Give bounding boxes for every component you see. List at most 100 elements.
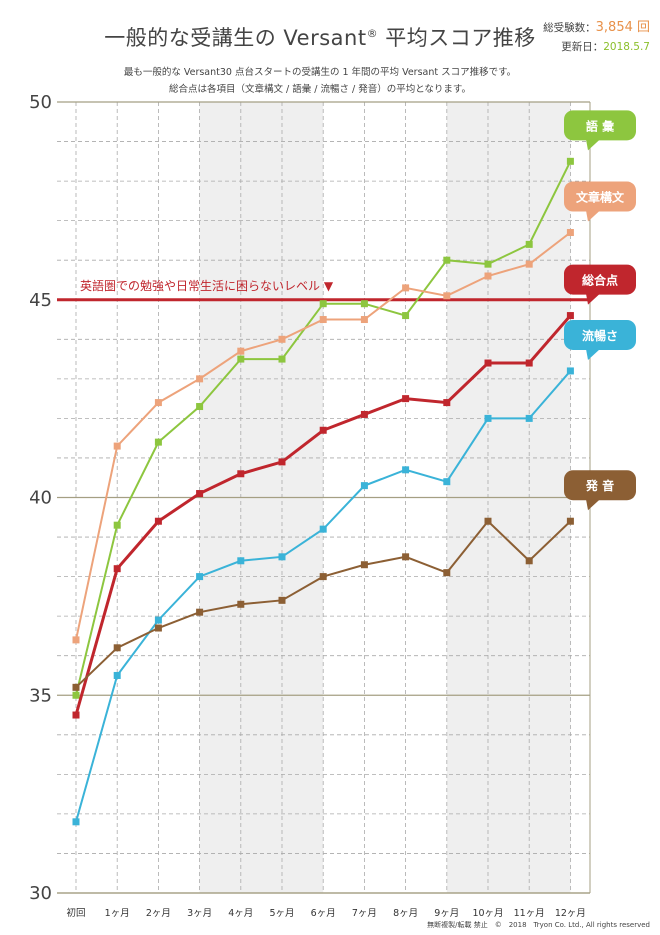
data-point [319, 573, 327, 581]
x-tick-label: 初回 [66, 907, 85, 919]
y-tick-label: 50 [29, 92, 52, 113]
data-point [525, 240, 533, 248]
data-point [237, 600, 245, 608]
data-point [154, 517, 162, 525]
data-point [72, 691, 80, 699]
data-point [72, 711, 80, 719]
data-point [196, 375, 204, 383]
data-point [484, 260, 492, 268]
x-tick-label: 5ヶ月 [269, 908, 294, 919]
legend-badge: 流暢さ [564, 319, 636, 360]
data-point [443, 478, 451, 486]
data-point [72, 636, 80, 644]
data-point [113, 442, 121, 450]
data-point [72, 818, 80, 826]
legend-badge-bg [564, 264, 636, 295]
y-tick-label: 35 [29, 685, 52, 706]
data-point [360, 410, 368, 418]
data-point [443, 256, 451, 264]
data-point [525, 260, 533, 268]
legend-badge-bg [564, 319, 636, 350]
data-point [484, 517, 492, 525]
data-point [360, 561, 368, 569]
data-point [525, 359, 533, 367]
data-point [113, 644, 121, 652]
data-point [566, 312, 574, 320]
chart-title: 一般的な受講生の Versant® 平均スコア推移 [104, 26, 536, 50]
legend-badge-label: 総合点 [582, 273, 618, 288]
y-tick-label: 40 [29, 488, 52, 509]
legend-badge: 文章構文 [564, 181, 636, 222]
legend-badge-pointer [586, 210, 600, 222]
data-point [402, 312, 410, 320]
data-point [319, 316, 327, 324]
data-point [278, 335, 286, 343]
data-point [566, 367, 574, 375]
examinee-count: 総受験数：3,854 回 [543, 20, 650, 35]
x-tick-label: 3ヶ月 [187, 908, 212, 919]
x-tick-label: 6ヶ月 [311, 908, 336, 919]
data-point [72, 683, 80, 691]
data-point [113, 521, 121, 529]
data-point [566, 517, 574, 525]
x-tick-label: 12ヶ月 [555, 908, 586, 919]
data-point [402, 284, 410, 292]
subtitle-line-2: 総合点は各項目（文章構文 / 語彙 / 流暢さ / 発音）の平均となります。 [169, 84, 471, 95]
legend-badge: 語 彙 [564, 110, 636, 151]
x-tick-label: 8ヶ月 [393, 908, 418, 919]
data-point [154, 438, 162, 446]
x-tick-label: 10ヶ月 [472, 908, 503, 919]
data-point [113, 671, 121, 679]
x-tick-label: 1ヶ月 [105, 908, 130, 919]
legend-badge-bg [564, 181, 636, 212]
legend-badge-bg [564, 110, 636, 141]
data-point [196, 490, 204, 498]
data-point [237, 355, 245, 363]
legend-badge-label: 語 彙 [586, 118, 615, 133]
x-tick-label: 7ヶ月 [352, 908, 377, 919]
x-tick-label: 9ヶ月 [434, 908, 459, 919]
legend-badge-label: 発 音 [585, 478, 614, 493]
data-point [402, 466, 410, 474]
data-point [154, 624, 162, 632]
data-point [113, 565, 121, 573]
subtitle-line-1: 最も一般的な Versant30 点台スタートの受講生の 1 年間の平均 Ver… [123, 67, 517, 78]
x-tick-label: 4ヶ月 [228, 908, 253, 919]
legend-badge-pointer [586, 499, 600, 511]
stats-box: 総受験数：3,854 回 更新日：2018.5.7 [543, 18, 650, 57]
data-point [154, 399, 162, 407]
data-point [278, 553, 286, 561]
data-point [484, 272, 492, 280]
y-tick-label: 45 [29, 290, 52, 311]
data-point [360, 482, 368, 490]
data-point [154, 616, 162, 624]
data-point [443, 399, 451, 407]
data-point [484, 414, 492, 422]
data-point [525, 414, 533, 422]
data-point [196, 608, 204, 616]
data-point [360, 316, 368, 324]
data-point [278, 458, 286, 466]
data-point [237, 347, 245, 355]
copyright-notice: 無断複製/転載 禁止 © 2018 Tryon Co. Ltd., All ri… [427, 921, 650, 929]
data-point [402, 395, 410, 403]
data-point [319, 300, 327, 308]
data-point [196, 573, 204, 581]
data-point [566, 157, 574, 165]
updated-date: 更新日：2018.5.7 [561, 41, 650, 53]
data-point [237, 557, 245, 565]
data-point [319, 525, 327, 533]
legend-badge-label: 文章構文 [576, 190, 625, 205]
data-point [566, 229, 574, 237]
data-point [237, 470, 245, 478]
legend-badge-pointer [586, 348, 600, 360]
data-point [484, 359, 492, 367]
y-tick-label: 30 [29, 883, 52, 904]
data-point [443, 569, 451, 577]
data-point [525, 557, 533, 565]
data-point [196, 403, 204, 411]
data-point [443, 292, 451, 300]
data-point [278, 596, 286, 604]
legend-badge: 総合点 [564, 264, 636, 305]
